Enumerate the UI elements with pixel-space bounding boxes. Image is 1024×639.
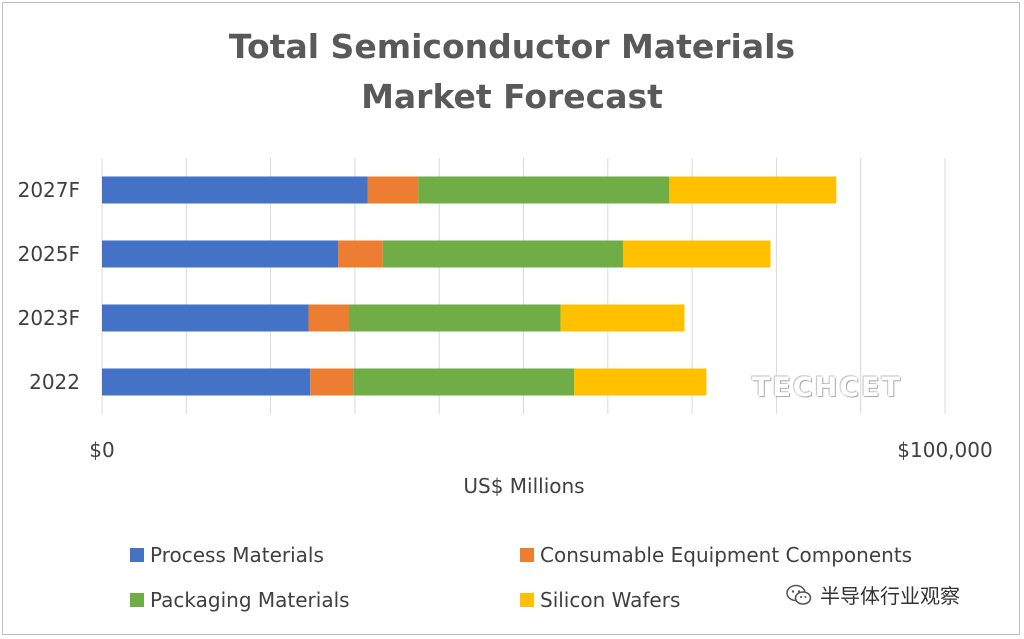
bar-segment [622, 240, 771, 268]
x-tick-label: $0 [89, 438, 114, 462]
y-tick-label: 2025F [18, 242, 80, 266]
legend-item-process-materials: Process Materials [130, 543, 324, 567]
legend-swatch-consumable-equipment-components [520, 548, 534, 562]
chart-title-line-1: Total Semiconductor Materials [228, 27, 796, 66]
bar-segment [310, 368, 354, 396]
y-tick-label: 2023F [18, 306, 80, 330]
wechat-account-name: 半导体行业观察 [820, 584, 960, 608]
legend-swatch-silicon-wafers [520, 593, 534, 607]
bar-segment [102, 368, 311, 396]
wechat-icon [786, 584, 812, 605]
y-tick-label: 2027F [18, 178, 80, 202]
x-axis-title: US$ Millions [463, 474, 585, 498]
bar-segment [574, 368, 707, 396]
bar-segment [669, 176, 837, 204]
chart-title-line-2: Market Forecast [361, 77, 663, 116]
bar-segment [367, 176, 419, 204]
bar-segment [338, 240, 383, 268]
techcet-logo-watermark: TECHCET [752, 372, 902, 403]
bar-segment [308, 304, 349, 332]
bar-segment [102, 240, 339, 268]
bar-segment [418, 176, 670, 204]
bar-segment [560, 304, 685, 332]
bar-segment [348, 304, 561, 332]
legend-item-packaging-materials: Packaging Materials [130, 588, 350, 612]
wechat-watermark: 半导体行业观察 [786, 580, 960, 609]
legend-swatch-process-materials [130, 548, 144, 562]
x-tick-label: $100,000 [897, 438, 992, 462]
bar-segment [382, 240, 623, 268]
legend-item-silicon-wafers: Silicon Wafers [520, 588, 680, 612]
bar-segment [353, 368, 575, 396]
chart-title: Total Semiconductor Materials Market For… [0, 22, 1024, 122]
bar-segment [102, 176, 368, 204]
legend-label-process-materials: Process Materials [150, 543, 324, 567]
legend-swatch-packaging-materials [130, 593, 144, 607]
y-tick-label: 2022 [29, 370, 80, 394]
bar-segment [102, 304, 309, 332]
legend-label-packaging-materials: Packaging Materials [150, 588, 350, 612]
legend-item-consumable-equipment-components: Consumable Equipment Components [520, 543, 912, 567]
legend-label-silicon-wafers: Silicon Wafers [540, 588, 681, 612]
legend-label-consumable-equipment-components: Consumable Equipment Components [540, 543, 913, 567]
